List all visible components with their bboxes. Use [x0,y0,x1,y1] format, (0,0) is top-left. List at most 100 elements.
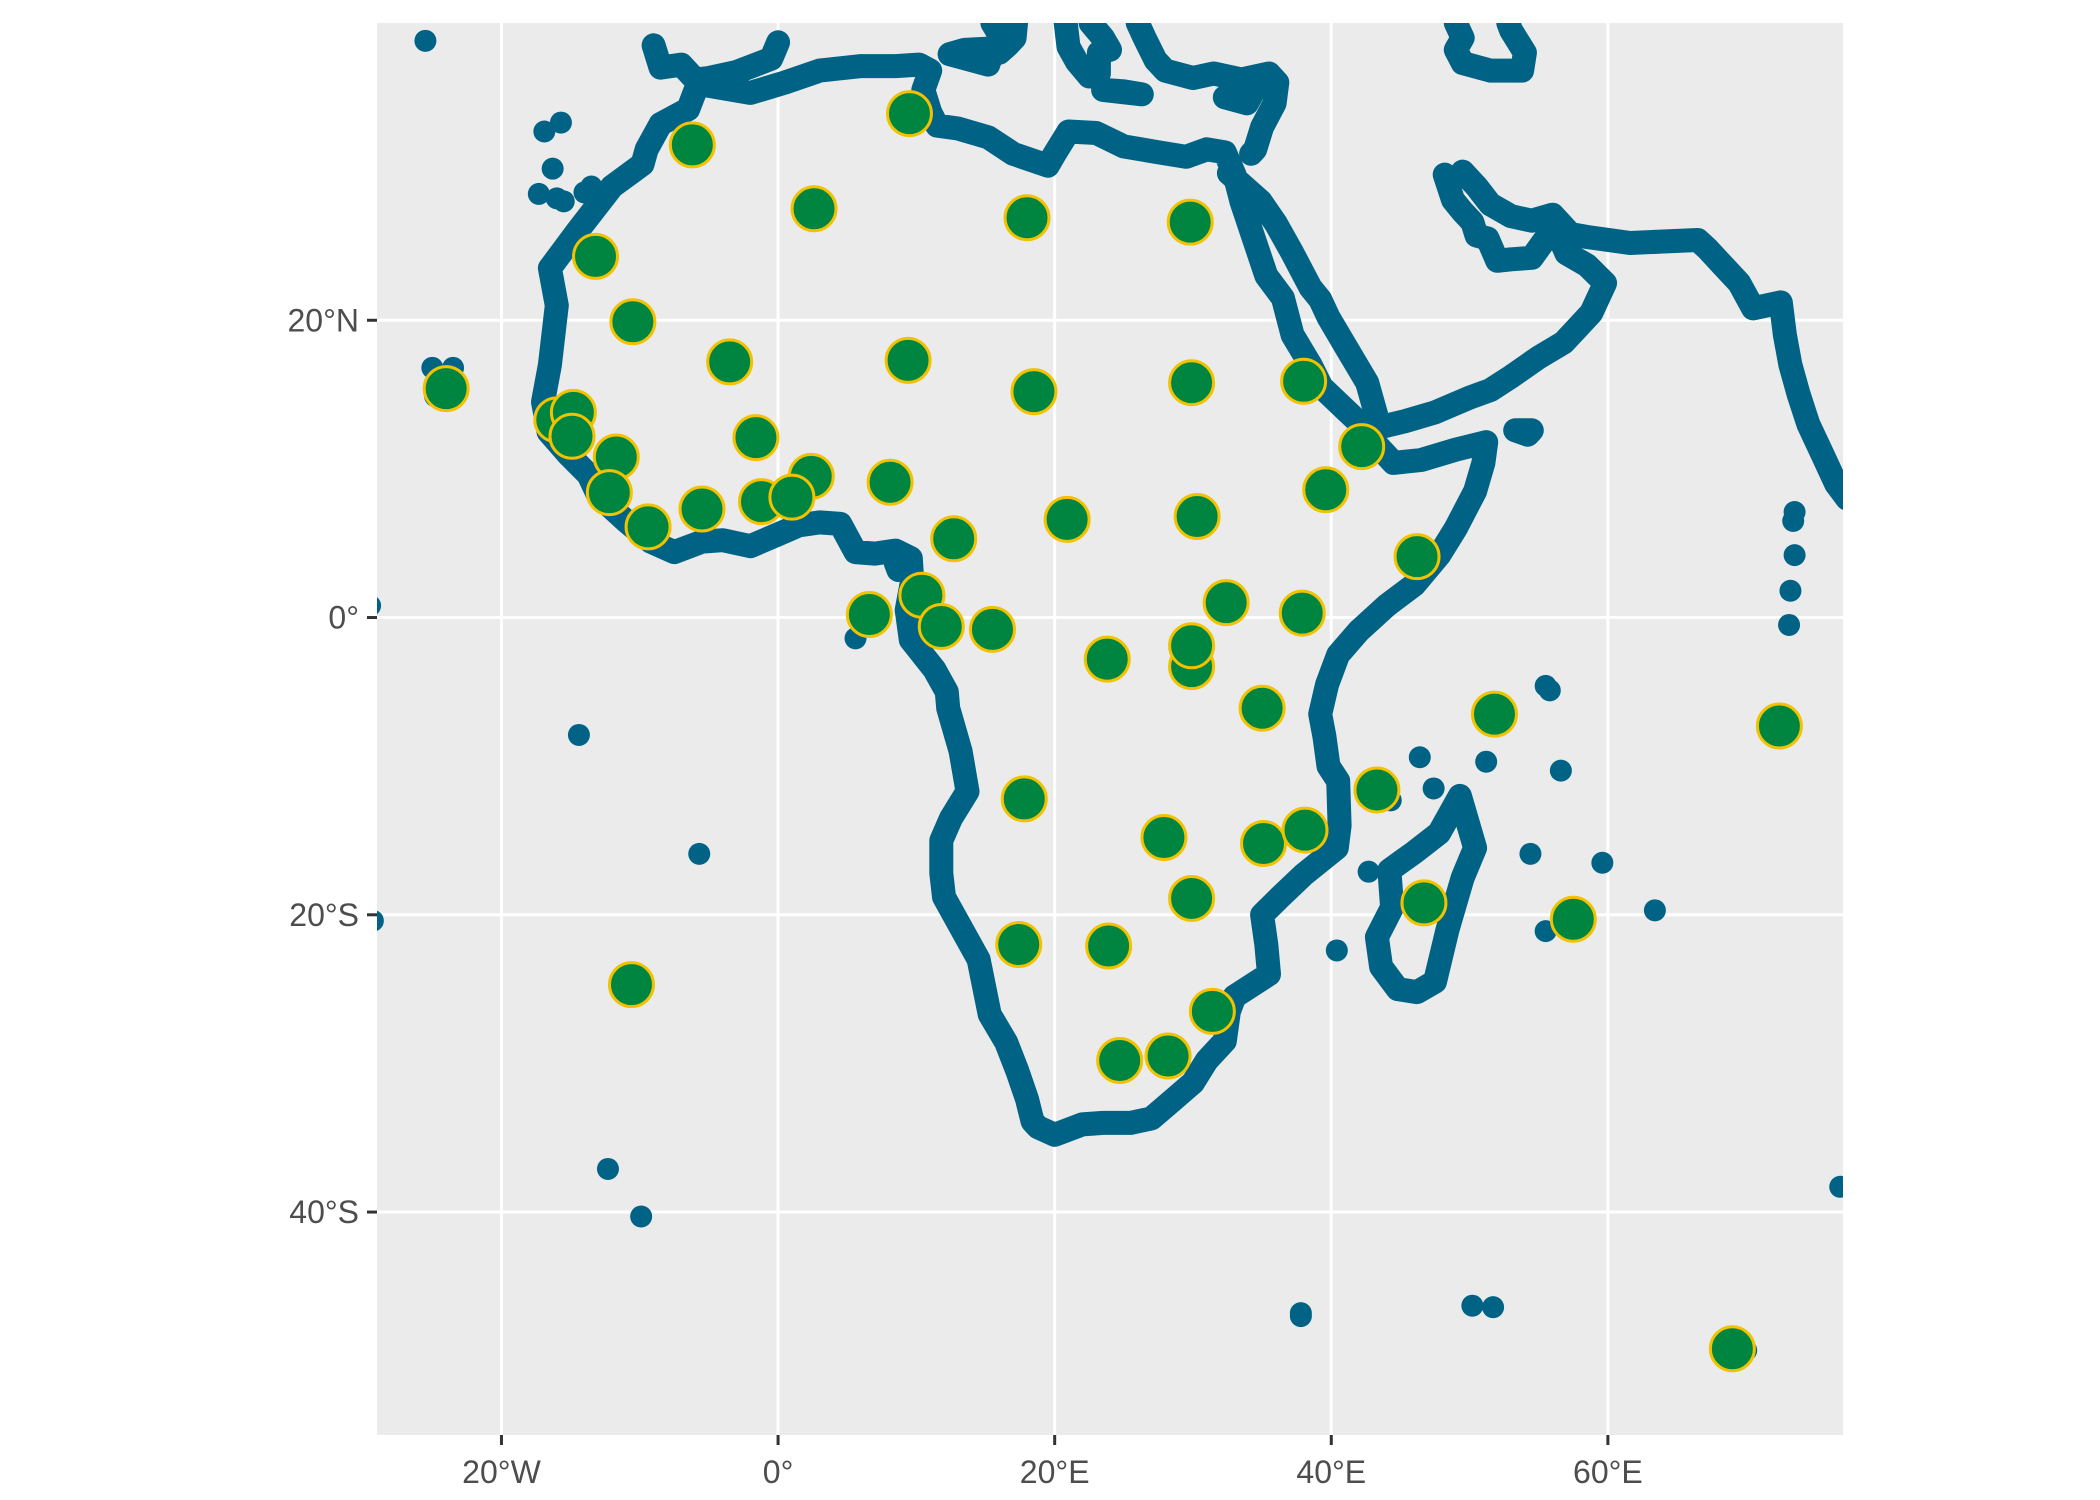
coastline-europe-coast [641,30,791,92]
island-35 [1325,939,1348,962]
coastline-madagascar [1364,783,1488,1005]
site-point-0 [885,90,933,138]
coastline-caspian-sea [1443,23,1537,83]
coastline-italy-south [980,23,1028,65]
coastline-red-sea-east [1216,161,1618,440]
site-point-3 [1003,194,1051,242]
axes: 20°W 0° 20°E 40°E 60°E 20°N 0° 20°S 40°S [288,302,1643,1490]
site-point-8 [884,336,932,384]
site-point-20 [1338,423,1386,471]
site-point-34 [968,605,1016,653]
site-point-15 [548,412,596,460]
x-tick-label-1: 0° [763,1454,794,1490]
site-point-19 [866,458,914,506]
site-point-53 [1188,987,1236,1035]
island-11 [549,111,572,134]
island-40 [1778,613,1801,636]
island-3 [552,190,575,213]
site-point-26 [930,515,978,563]
site-point-43 [1353,766,1401,814]
y-tick-label-0: 20°N [288,302,360,338]
site-point-28 [1173,492,1221,540]
island-30 [1519,842,1542,865]
site-point-10 [1168,359,1216,407]
site-point-41 [1470,690,1518,738]
island-33 [1549,759,1572,782]
x-tick-label-0: 20°W [462,1454,541,1490]
island-17 [377,910,384,931]
island-5 [580,175,603,198]
site-point-51 [995,921,1043,969]
site-point-49 [1400,879,1448,927]
island-24 [1408,746,1431,769]
coastline-turkey-coast [1125,23,1290,166]
site-point-33 [917,602,965,650]
site-point-36 [1278,589,1326,637]
y-tick-label-1: 0° [328,600,359,636]
island-34 [1357,860,1380,883]
island-43 [1289,1305,1312,1328]
site-point-25 [768,473,816,521]
site-point-27 [1043,495,1091,543]
y-tick-label-3: 40°S [289,1194,359,1230]
site-point-44 [1000,775,1048,823]
coastline-socotra [1503,418,1544,447]
site-point-4 [1166,198,1214,246]
site-point-40 [1238,684,1286,732]
site-point-21 [585,469,633,517]
site-point-54 [1096,1036,1144,1084]
site-point-45 [1140,814,1188,862]
coastline-greece [1053,23,1122,89]
island-41 [1829,1175,1843,1198]
coastline-cyprus [1212,76,1268,116]
plot-panel [377,23,1843,1435]
site-point-30 [1393,533,1441,581]
site-point-23 [678,485,726,533]
site-point-17 [732,414,780,462]
x-tick-label-2: 20°E [1020,1454,1090,1490]
site-point-52 [1085,922,1133,970]
coastline-persia-coast [1450,159,1843,510]
site-point-47 [1281,806,1329,854]
site-point-42 [1755,702,1803,750]
site-point-7 [706,338,754,386]
site-point-22 [624,503,672,551]
site-point-35 [1202,579,1250,627]
site-points [422,90,1803,1373]
site-point-12 [422,365,470,413]
island-38 [1783,500,1806,523]
site-point-5 [572,232,620,280]
site-point-55 [1144,1032,1192,1080]
island-0 [533,120,556,143]
site-point-29 [1302,466,1350,514]
island-23 [1475,750,1498,773]
site-point-39 [1168,622,1216,670]
site-point-50 [1549,895,1597,943]
island-15 [567,723,590,746]
site-point-37 [1083,635,1131,683]
coastline-crete [1091,77,1154,107]
gridlines [377,23,1843,1435]
site-point-2 [790,185,838,233]
island-18 [596,1157,619,1180]
site-point-48 [1168,874,1216,922]
x-tick-label-4: 60°E [1573,1454,1643,1490]
island-1 [527,182,550,205]
island-16 [688,842,711,865]
coastline-bioko [883,550,914,582]
y-tick-label-2: 20°S [289,897,359,933]
site-point-56 [607,961,655,1009]
island-39 [1779,579,1802,602]
island-12 [541,157,564,180]
island-36 [1783,544,1806,567]
island-19 [630,1205,653,1228]
island-44 [1461,1294,1484,1317]
island-22 [1538,679,1561,702]
island-25 [1422,777,1445,800]
island-31 [1591,851,1614,874]
site-point-11 [1280,357,1328,405]
island-32 [1643,899,1666,922]
island-13 [414,29,437,52]
